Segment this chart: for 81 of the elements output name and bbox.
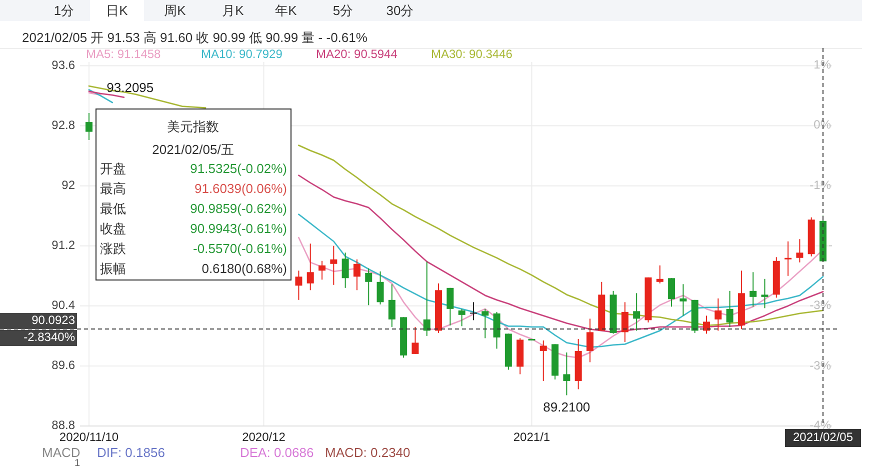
text: DIF: 0.1856 [97, 445, 165, 460]
annotation: 91.6039(0.06%) [194, 181, 287, 196]
candlestick [412, 326, 419, 354]
text: 年K [275, 3, 298, 18]
y2-tick-label: -3% [810, 358, 832, 372]
candlestick [365, 268, 372, 306]
y2-tick-label: 0% [814, 118, 832, 132]
annotation: 90.9859(-0.62%) [190, 201, 287, 216]
candlestick [784, 240, 792, 276]
y-tick-label: 93.6 [52, 58, 76, 72]
text: DEA: 0.0686 [240, 445, 314, 460]
text: 周K [164, 3, 186, 18]
candlestick [656, 264, 664, 284]
annotation: 最低 [100, 201, 126, 216]
text: 5分 [332, 3, 354, 18]
annotation: 收盘 [100, 221, 126, 236]
candlestick [726, 290, 734, 328]
text: 30分 [386, 3, 414, 18]
annotation: 开盘 [100, 161, 126, 176]
annotation: 涨跌 [100, 241, 126, 256]
candlestick [423, 261, 430, 336]
candlestick [702, 315, 710, 334]
x-tick-label: 2021/1 [513, 430, 550, 444]
candlestick [295, 270, 302, 300]
candlestick [388, 284, 396, 328]
text: 1分 [54, 3, 74, 18]
candlestick [306, 243, 314, 291]
annotation: 2021/02/05/五 [152, 142, 234, 157]
candlestick [750, 272, 757, 308]
annotation: 93.2095 [106, 80, 154, 95]
y2-tick-label: -3% [810, 298, 832, 312]
y2-tick-label: -1% [810, 178, 832, 192]
x-tick-label: 2021/02/05 [792, 430, 854, 444]
y-tick-label: 91.2 [52, 238, 76, 252]
candlestick [761, 278, 768, 309]
candlestick [482, 308, 489, 339]
text: MACD [42, 445, 80, 460]
annotation: 89.2100 [543, 399, 590, 414]
annotation: 91.5325(-0.02%) [190, 161, 287, 176]
text: MACD: 0.2340 [325, 445, 410, 460]
ref-line-label: 90.0923 [32, 313, 76, 328]
text: 月K [222, 3, 244, 18]
candlestick [446, 287, 454, 326]
x-tick-label: 2020/11/10 [59, 430, 119, 444]
candlestick [668, 278, 676, 308]
candlestick [318, 260, 326, 280]
candlestick [714, 298, 722, 332]
candlestick [458, 308, 466, 327]
legend: MA5: 91.1458 MA10: 90.7929 MA20: 90.5944 MA30: 90.3446 [86, 47, 512, 61]
y2-tick-label: 1% [814, 58, 832, 72]
text: 日K [106, 3, 128, 18]
candlestick [563, 352, 570, 396]
y-tick-label: 90.4 [52, 298, 76, 312]
candlestick [586, 318, 594, 363]
annotation: 0.6180(0.68%) [202, 261, 287, 276]
annotation: 90.9943(-0.61%) [190, 221, 287, 236]
candlestick [796, 238, 804, 263]
text: -2.8340% [24, 330, 76, 344]
candlestick [621, 302, 628, 342]
annotation: 美元指数 [167, 119, 219, 134]
candlestick [376, 270, 384, 305]
candlestick [680, 284, 687, 316]
candlestick [540, 340, 547, 382]
annotation: 最高 [100, 181, 126, 196]
y-tick-label: 89.6 [52, 358, 76, 372]
text: 1 [74, 458, 80, 467]
candlestick [353, 258, 360, 291]
crosshair: 90.0923 [0, 313, 840, 330]
y-tick-label: 92.8 [52, 118, 76, 132]
annotation: -0.5570(-0.61%) [193, 241, 287, 256]
candlestick [86, 112, 92, 141]
annotation: 振幅 [100, 261, 126, 276]
candlestick [470, 302, 477, 321]
text: 2021/02/05 开 91.53 高 91.60 收 90.99 低 90.99 量 - -0.61% [22, 30, 368, 45]
candlestick [330, 245, 338, 286]
candlestick [342, 252, 349, 288]
y-tick-label: 92 [62, 178, 76, 192]
x-tick-label: 2020/12 [242, 430, 286, 444]
candlestick [633, 292, 640, 332]
y-tick-label: 88.8 [52, 418, 76, 432]
y2-tick-label: -4% [810, 418, 832, 432]
